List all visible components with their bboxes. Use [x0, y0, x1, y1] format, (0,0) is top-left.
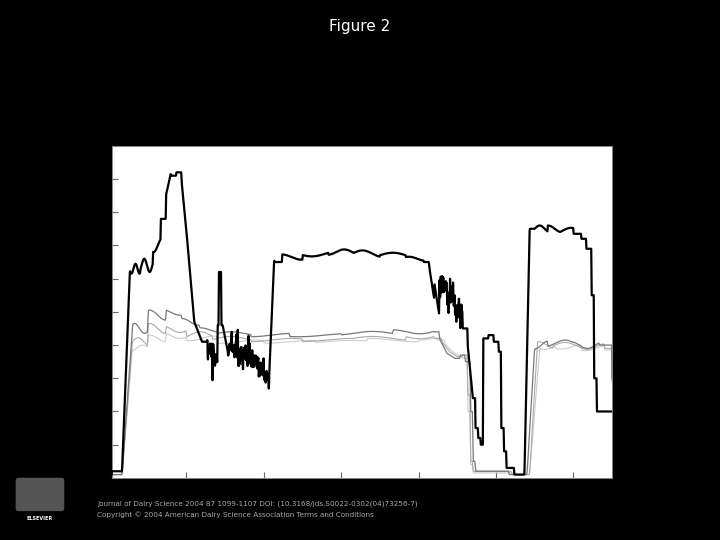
Text: Figure 2: Figure 2 [329, 19, 391, 34]
X-axis label: Time in milking(s): Time in milking(s) [306, 501, 418, 514]
Text: ELSEVIER: ELSEVIER [27, 516, 53, 521]
Text: Copyright © 2004 American Dairy Science Association Terms and Conditions: Copyright © 2004 American Dairy Science … [97, 512, 374, 518]
Y-axis label: EC  (mS): EC (mS) [74, 285, 87, 339]
FancyBboxPatch shape [16, 478, 64, 511]
Text: Journal of Dairy Science 2004 87 1099-1107 DOI: (10.3168/jds.S0022-0302(04)73256: Journal of Dairy Science 2004 87 1099-11… [97, 500, 418, 507]
